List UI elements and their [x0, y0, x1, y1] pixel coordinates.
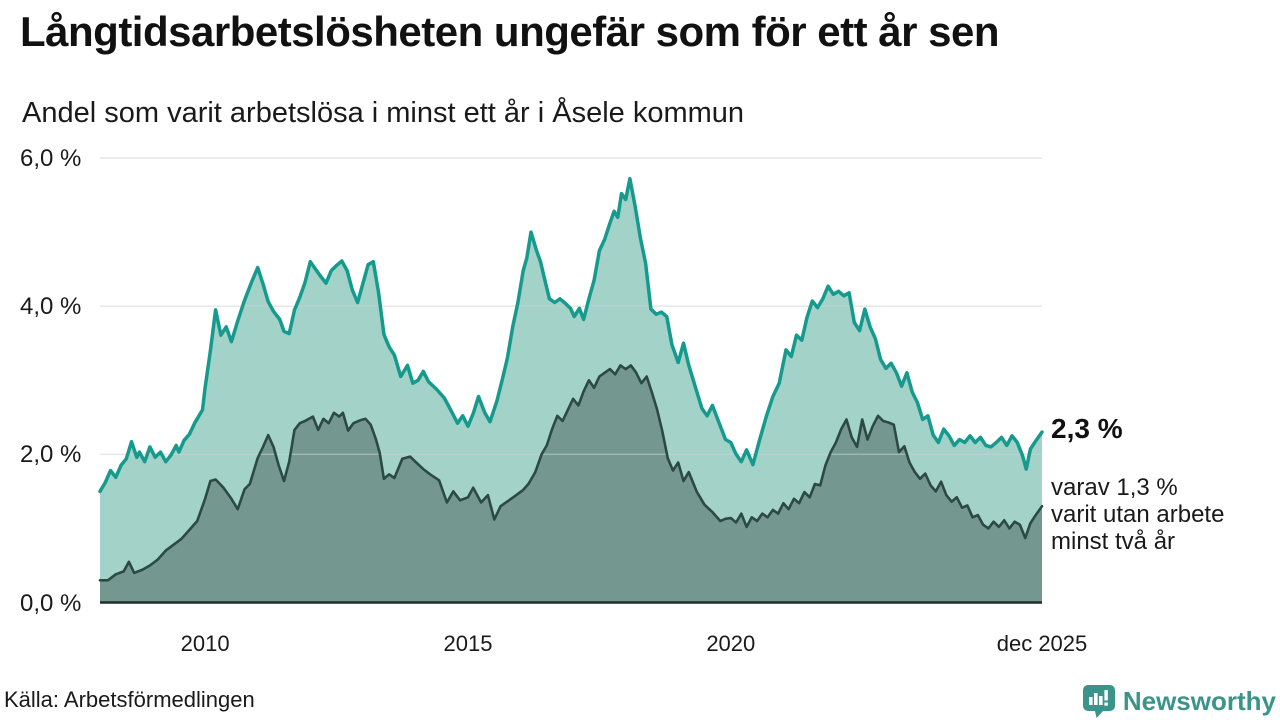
newsworthy-logo: Newsworthy [1081, 683, 1276, 719]
y-tick-label: 4,0 % [20, 293, 82, 321]
chart-subtitle: Andel som varit arbetslösa i minst ett å… [22, 97, 745, 129]
page-title: Långtidsarbetslösheten ungefär som för e… [20, 8, 1000, 55]
x-tick-label: 2015 [443, 631, 493, 656]
source-note: Källa: Arbetsförmedlingen [4, 687, 255, 712]
series-line-twoyear [98, 364, 1044, 582]
annotation-latest-value: 2,3 % [1051, 413, 1123, 444]
x-tick-label: 2010 [180, 631, 230, 656]
newsworthy-wordmark: Newsworthy [1122, 685, 1276, 716]
y-tick-label: 6,0 % [20, 145, 82, 172]
series-area-twoyear [100, 365, 1042, 603]
newsworthy-icon [1082, 685, 1115, 718]
x-tick-label: dec 2025 [996, 631, 1088, 656]
y-tick-label: 0,0 % [20, 589, 82, 617]
annotation-detail-note: varav 1,3 % varit utan arbete minst två … [1051, 474, 1225, 555]
series-line-total [98, 176, 1044, 494]
y-tick-label: 2,0 % [20, 441, 82, 469]
x-tick-label: 2020 [706, 631, 756, 656]
